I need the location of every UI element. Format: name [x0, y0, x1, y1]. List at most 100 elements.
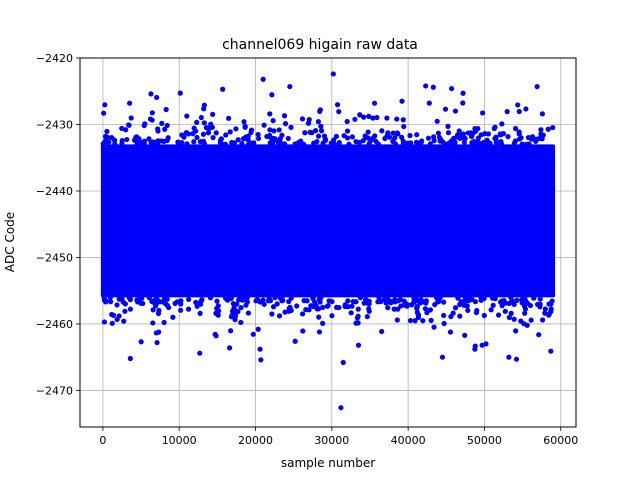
data-point — [210, 111, 216, 117]
data-point — [276, 127, 282, 133]
data-point — [316, 314, 322, 320]
data-point — [122, 308, 128, 314]
data-point — [336, 109, 342, 115]
data-point — [407, 317, 414, 324]
data-point — [344, 118, 350, 125]
data-point — [390, 130, 396, 136]
data-point — [150, 320, 156, 326]
data-point — [370, 115, 376, 121]
data-point — [102, 139, 108, 145]
data-point — [472, 343, 478, 349]
data-point — [519, 297, 525, 303]
data-point — [365, 129, 371, 135]
data-point — [508, 310, 514, 316]
data-point — [325, 303, 331, 309]
data-point — [226, 115, 232, 121]
data-point — [288, 124, 294, 130]
data-point — [224, 297, 231, 303]
outlier-point — [257, 346, 263, 352]
data-point — [479, 295, 485, 301]
data-point — [285, 135, 291, 142]
data-point — [545, 126, 551, 132]
data-point — [315, 119, 321, 125]
data-point — [536, 135, 543, 142]
data-point — [540, 132, 546, 138]
data-point — [431, 134, 437, 140]
data-point — [190, 131, 196, 137]
data-point — [548, 309, 554, 315]
data-point — [164, 137, 170, 144]
data-point — [428, 317, 434, 323]
data-point — [162, 126, 168, 132]
data-point — [191, 139, 197, 145]
data-point — [461, 302, 467, 308]
data-point — [294, 303, 300, 309]
data-point — [133, 134, 139, 140]
y-tick-label: −2460 — [36, 318, 73, 331]
data-point — [357, 112, 363, 118]
data-point — [349, 303, 355, 309]
data-point — [522, 310, 528, 316]
y-tick-label: −2430 — [36, 118, 73, 131]
data-point — [435, 130, 441, 136]
data-point — [375, 299, 381, 305]
data-point — [241, 119, 247, 125]
data-point — [236, 297, 242, 303]
data-point — [357, 295, 364, 301]
data-point — [493, 134, 499, 141]
data-point — [270, 304, 277, 310]
data-point — [374, 114, 380, 121]
data-point — [329, 313, 335, 319]
data-point — [320, 140, 326, 146]
outlier-point — [430, 84, 436, 90]
x-tick-label: 30000 — [314, 434, 349, 447]
data-point — [346, 141, 352, 147]
data-point — [550, 124, 556, 131]
data-point — [274, 301, 280, 307]
data-point — [442, 141, 449, 147]
data-point — [385, 296, 391, 302]
data-point — [199, 297, 205, 303]
data-point — [383, 300, 389, 306]
data-point — [176, 141, 183, 147]
data-point — [127, 306, 134, 312]
data-point — [146, 295, 152, 301]
data-point — [483, 141, 489, 147]
data-point — [348, 310, 354, 316]
data-point — [215, 312, 221, 318]
data-point — [116, 313, 122, 319]
data-point — [394, 317, 400, 323]
data-point — [242, 123, 248, 129]
data-point — [119, 141, 125, 147]
data-point — [302, 130, 308, 136]
data-point — [391, 306, 397, 312]
data-point — [218, 136, 224, 142]
outlier-point — [101, 319, 108, 325]
outlier-point — [439, 354, 446, 360]
data-point — [105, 135, 111, 141]
data-point — [138, 339, 144, 345]
data-point — [376, 294, 382, 301]
data-point — [427, 307, 434, 313]
data-point — [438, 137, 444, 143]
data-point — [307, 129, 313, 135]
outlier-point — [127, 355, 133, 362]
data-point — [185, 306, 192, 312]
data-point — [516, 129, 522, 135]
data-point — [301, 141, 307, 147]
data-point — [548, 301, 554, 307]
data-point — [458, 299, 464, 305]
data-point — [394, 131, 400, 137]
data-point — [251, 140, 257, 146]
data-point — [200, 138, 207, 144]
data-point — [450, 310, 456, 316]
data-point — [434, 118, 440, 124]
data-point — [150, 307, 156, 313]
data-point — [230, 300, 236, 307]
data-point — [475, 135, 482, 141]
data-point — [361, 114, 367, 120]
data-point — [457, 313, 463, 319]
data-point — [373, 138, 379, 145]
x-tick-label: 50000 — [467, 434, 502, 447]
